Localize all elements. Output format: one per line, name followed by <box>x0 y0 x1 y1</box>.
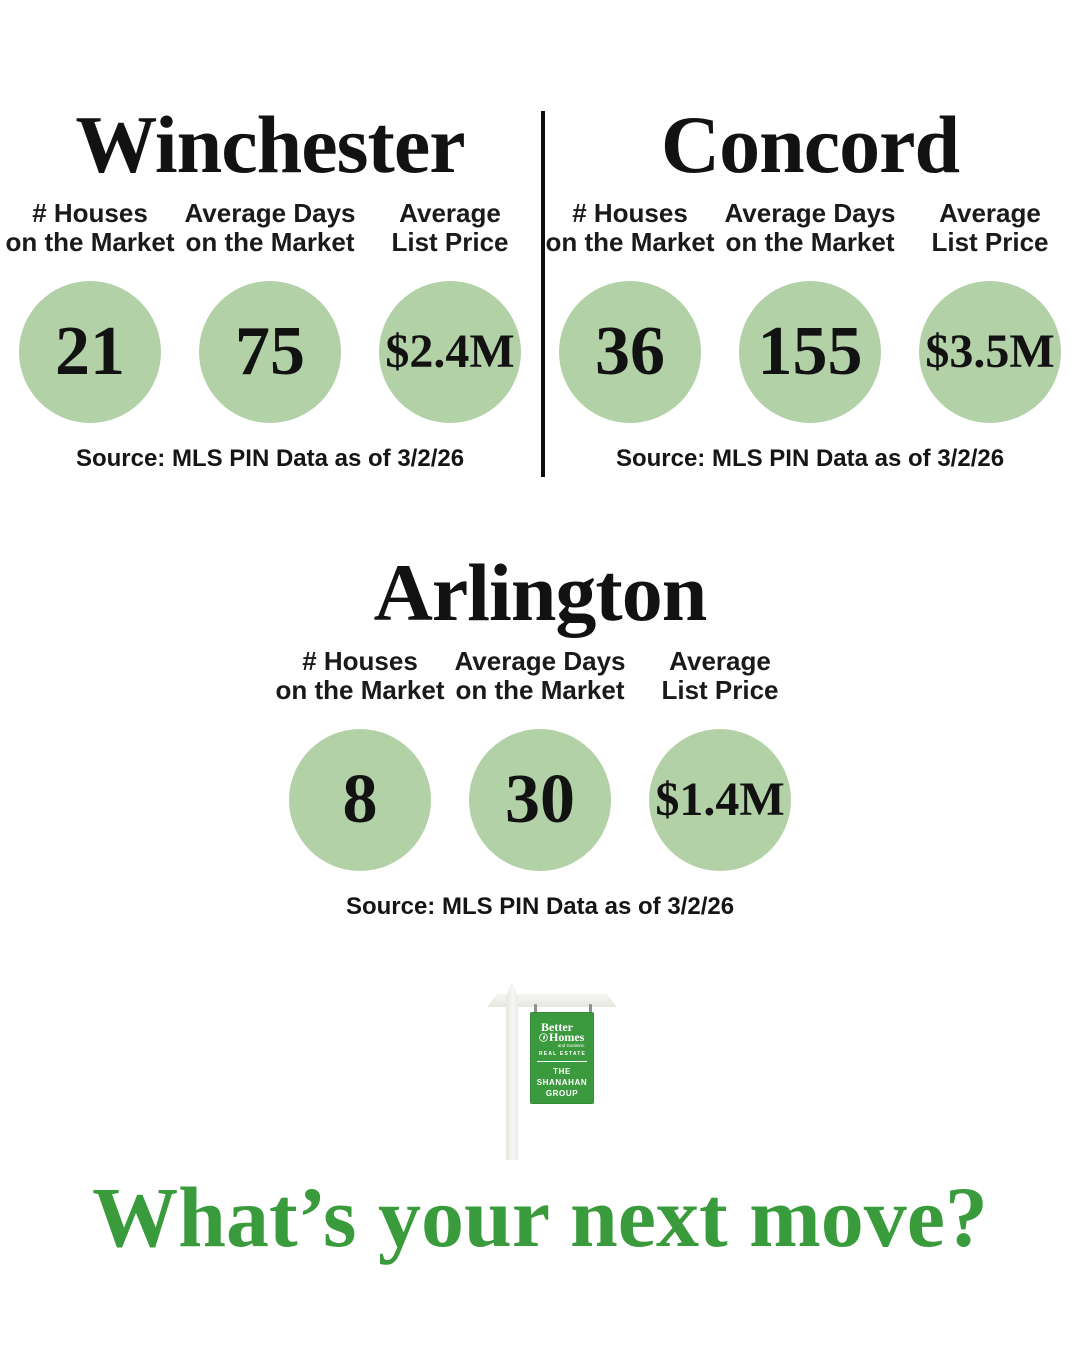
sign-crossbar <box>487 994 617 1007</box>
town-title-concord: Concord <box>660 99 960 190</box>
stat-label-price: Average List Price <box>661 646 779 706</box>
stat-label-houses: # Houses on the Market <box>5 198 175 258</box>
team-name-line-1: THE <box>553 1067 571 1077</box>
brand-word-and-gardens: and Gardens. <box>557 1042 585 1048</box>
stat-circle-days: 75 <box>199 281 341 424</box>
brand-word-homes-row: Homes <box>530 1030 594 1045</box>
sign-board: Better Homes and Gardens. REAL ESTATE TH… <box>530 1012 594 1104</box>
stat-label-price: Average List Price <box>931 198 1049 258</box>
team-name-line-3: GROUP <box>545 1088 579 1098</box>
sign-divider-rule <box>537 1061 587 1063</box>
brand-word-better: Better <box>541 1020 573 1034</box>
town-section-winchester: Winchester # Houses on the Market Averag… <box>0 102 540 473</box>
town-title-arlington: Arlington <box>373 547 708 638</box>
stat-circle-price: $3.5M <box>919 281 1061 424</box>
stat-circle-houses: 21 <box>19 281 161 424</box>
stat-value-days: 75 <box>235 313 305 391</box>
stat-headers-row: # Houses on the Market Average Days on t… <box>0 199 540 257</box>
stat-headers-row: # Houses on the Market Average Days on t… <box>540 199 1080 257</box>
stat-label-days: Average Days on the Market <box>724 198 896 258</box>
town-section-concord: Concord # Houses on the Market Average D… <box>540 102 1080 473</box>
brand-word-homes: Homes <box>549 1030 585 1045</box>
stat-circles-row: 21 75 $2.4M <box>0 281 540 424</box>
better-homes-gardens-logo: Better Homes and Gardens. <box>530 1020 594 1048</box>
sign-hook-right <box>589 1004 592 1014</box>
stat-headers-row: # Houses on the Market Average Days on t… <box>270 647 810 705</box>
real-estate-label-row: REAL ESTATE <box>530 1051 594 1057</box>
source-note: Source: MLS PIN Data as of 3/2/26 <box>75 445 465 473</box>
stat-label-days: Average Days on the Market <box>184 198 356 258</box>
stat-circles-row: 36 155 $3.5M <box>540 281 1080 424</box>
stat-value-price: $3.5M <box>925 325 1055 379</box>
sign-post <box>506 981 518 1160</box>
sign-hook-left <box>534 1004 537 1014</box>
stat-label-days: Average Days on the Market <box>454 646 626 706</box>
stat-value-days: 155 <box>757 313 863 391</box>
town-title-winchester: Winchester <box>75 99 465 190</box>
source-note: Source: MLS PIN Data as of 3/2/26 <box>345 893 735 921</box>
stat-circle-houses: 36 <box>559 281 701 424</box>
stat-label-houses: # Houses on the Market <box>275 646 445 706</box>
stat-value-price: $2.4M <box>385 325 515 379</box>
stat-label-houses: # Houses on the Market <box>545 198 715 258</box>
tagline: What’s your next move? <box>92 1169 988 1265</box>
source-note: Source: MLS PIN Data as of 3/2/26 <box>615 445 1005 473</box>
stat-circles-row: 8 30 $1.4M <box>270 729 810 872</box>
stat-value-houses: 21 <box>55 313 125 391</box>
town-section-arlington: Arlington # Houses on the Market Average… <box>270 550 810 921</box>
stat-value-days: 30 <box>505 761 575 839</box>
leaf-icon <box>539 1033 548 1043</box>
stat-circle-price: $2.4M <box>379 281 521 424</box>
section-divider-line <box>541 111 545 477</box>
stat-value-houses: 8 <box>342 761 378 839</box>
real-estate-label: REAL ESTATE <box>539 1051 587 1058</box>
stat-value-price: $1.4M <box>655 773 785 827</box>
team-name-line-2: SHANAHAN <box>536 1077 588 1087</box>
stat-label-price: Average List Price <box>391 198 509 258</box>
stat-circle-days: 155 <box>739 281 881 424</box>
stat-circle-houses: 8 <box>289 729 431 872</box>
stat-value-houses: 36 <box>595 313 665 391</box>
stat-circle-days: 30 <box>469 729 611 872</box>
team-name: THE SHANAHAN GROUP <box>530 1067 594 1099</box>
stat-circle-price: $1.4M <box>649 729 791 872</box>
